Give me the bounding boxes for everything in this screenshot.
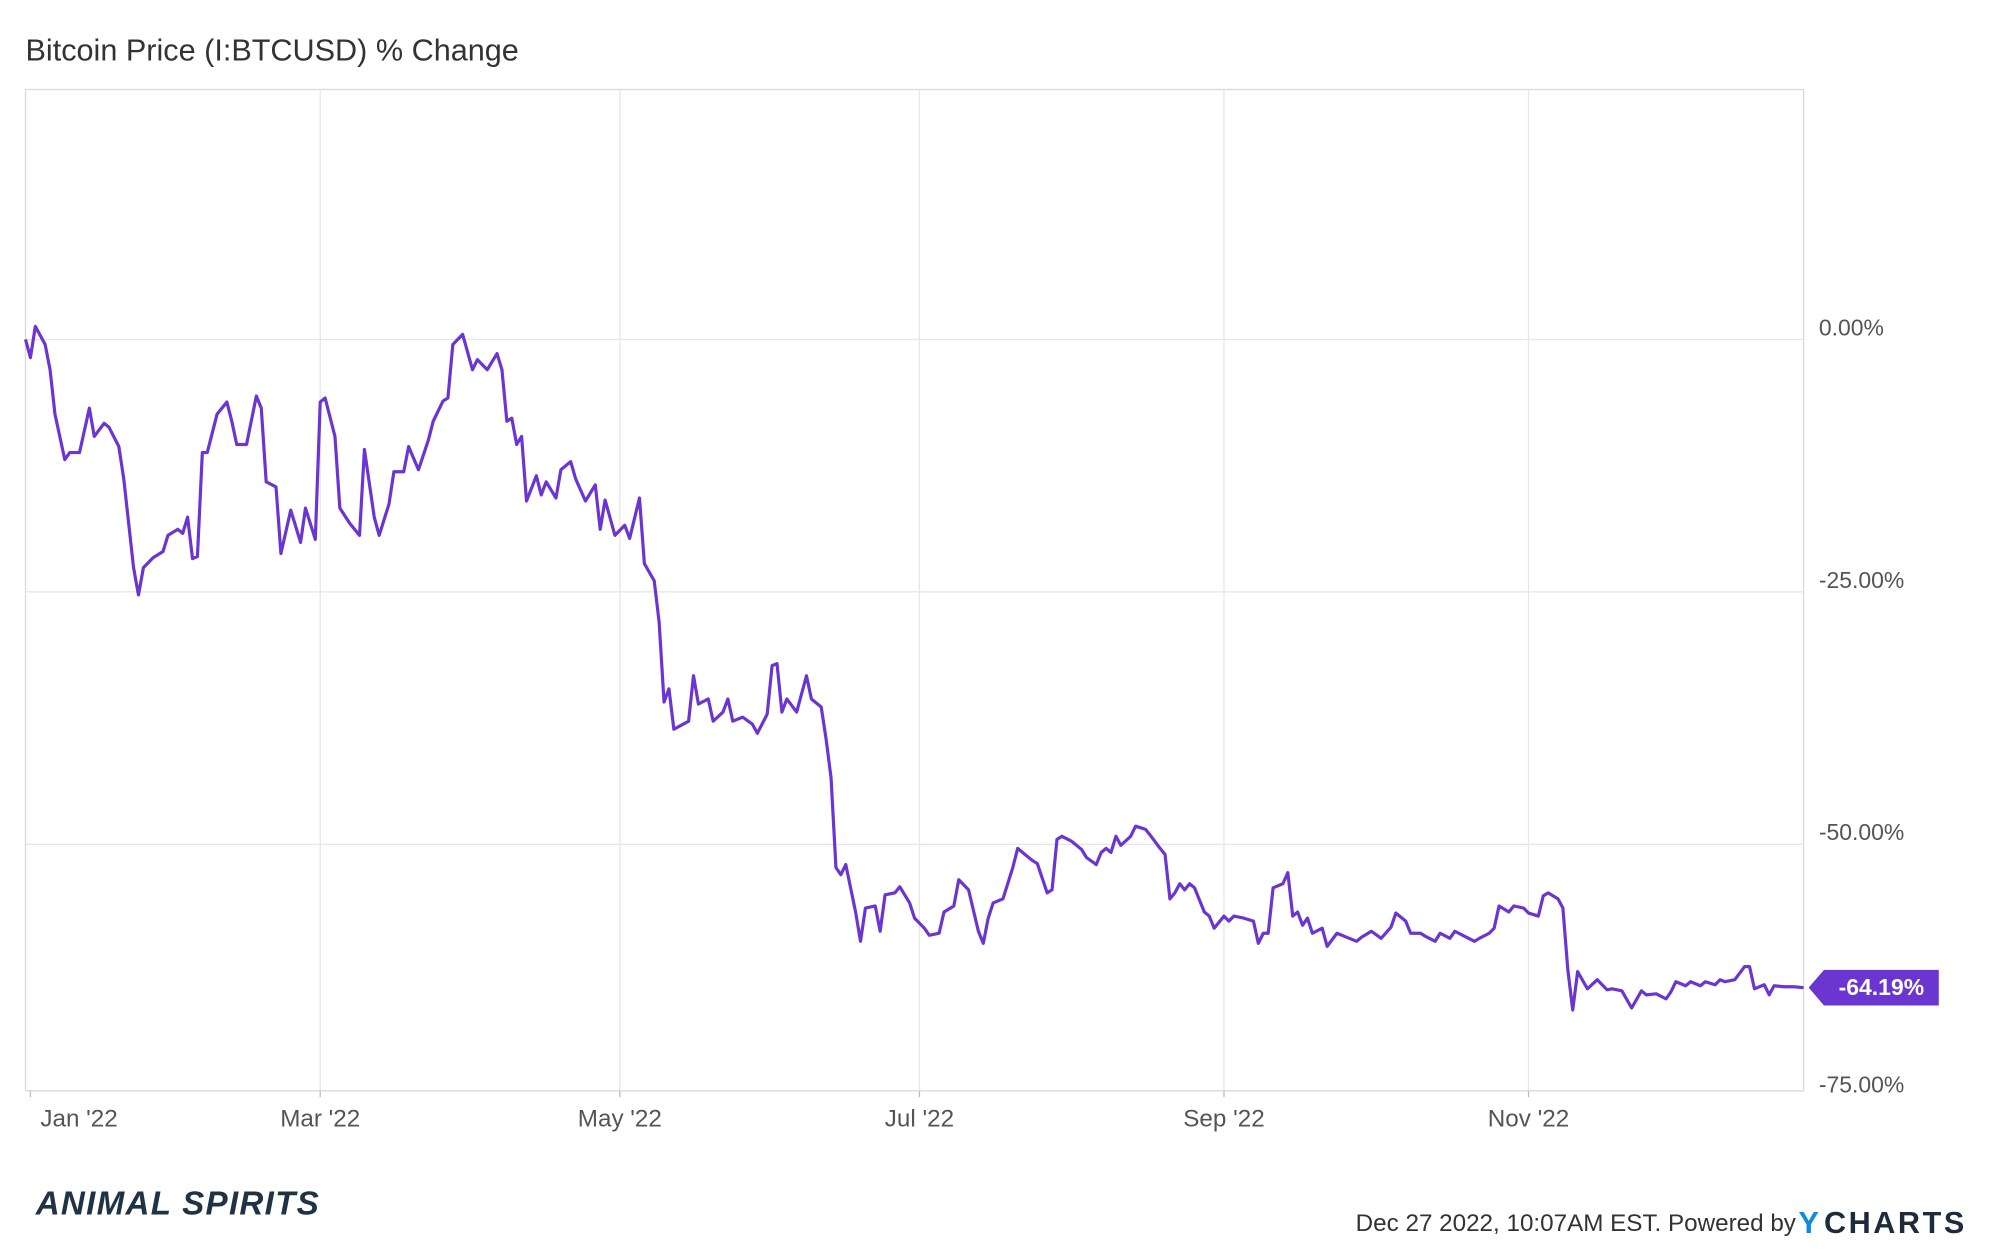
plot-border xyxy=(24,88,1805,1092)
x-tick-label: Nov '22 xyxy=(1488,1106,1569,1133)
watermark: ANIMAL SPIRITS xyxy=(35,1185,320,1222)
chart-title: Bitcoin Price (I:BTCUSD) % Change xyxy=(26,34,519,68)
x-tick-label: May '22 xyxy=(578,1106,662,1133)
brand-mark: Y xyxy=(1798,1206,1818,1240)
y-tick-label: -50.00% xyxy=(1819,819,1904,845)
source-note: Dec 27 2022, 10:07AM EST. Powered by xyxy=(1356,1210,1797,1237)
x-tick-label: Jul '22 xyxy=(885,1106,954,1133)
brand-name: CHARTS xyxy=(1824,1206,1967,1240)
end-label-box xyxy=(1808,969,1939,1006)
y-tick-label: -25.00% xyxy=(1819,567,1904,593)
y-tick-label: -75.00% xyxy=(1819,1072,1904,1098)
x-tick-label: Mar '22 xyxy=(280,1106,360,1133)
end-label: -64.19% xyxy=(1839,974,1924,1000)
x-tick-label: Jan '22 xyxy=(40,1106,117,1133)
x-tick-label: Sep '22 xyxy=(1183,1106,1264,1133)
line-series xyxy=(23,324,1804,1012)
y-tick-label: 0.00% xyxy=(1819,314,1884,340)
